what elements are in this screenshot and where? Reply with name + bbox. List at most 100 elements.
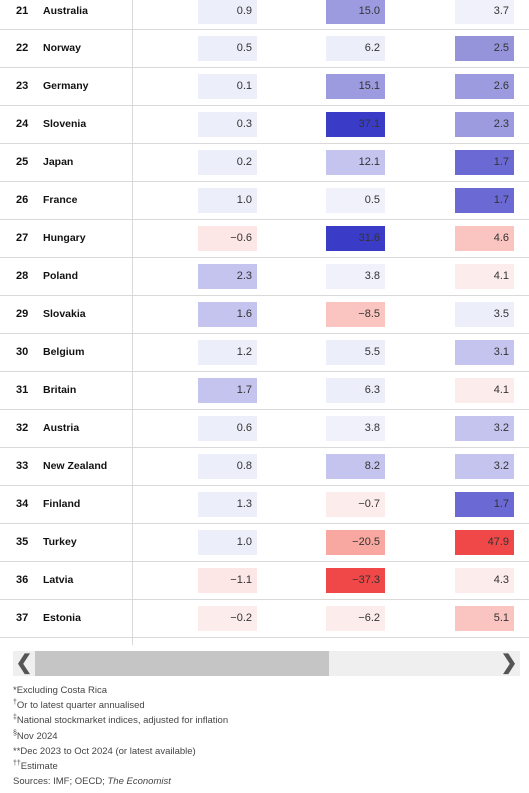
table-row: 28 Poland 2.3 3.8 4.1 bbox=[0, 258, 529, 296]
value-cell-3: 47.9 bbox=[455, 530, 514, 555]
country-name: Slovenia bbox=[43, 118, 87, 130]
country-name: Norway bbox=[43, 42, 81, 54]
value-cell-2: 12.1 bbox=[326, 150, 385, 175]
value-cell-3: 4.1 bbox=[455, 378, 514, 403]
value-cell-2: 5.5 bbox=[326, 340, 385, 365]
value-cell-3: 4.3 bbox=[455, 568, 514, 593]
country-name: Finland bbox=[43, 498, 81, 510]
value-cell-1: 0.3 bbox=[198, 112, 257, 137]
value-cell-3: 4.6 bbox=[455, 226, 514, 251]
country-name: Poland bbox=[43, 270, 79, 282]
table-row: 29 Slovakia 1.6 −8.5 3.5 bbox=[0, 296, 529, 334]
value-cell-1: 0.1 bbox=[198, 74, 257, 99]
rank-cell: 22 bbox=[16, 42, 29, 54]
value-cell-3: 3.1 bbox=[455, 340, 514, 365]
rank-cell: 29 bbox=[16, 308, 29, 320]
value-cell-1: 1.3 bbox=[198, 492, 257, 517]
table-row: 22 Norway 0.5 6.2 2.5 bbox=[0, 30, 529, 68]
value-cell-3: 1.7 bbox=[455, 188, 514, 213]
column-divider bbox=[132, 0, 133, 645]
value-cell-2: −0.7 bbox=[326, 492, 385, 517]
value-cell-3: 3.7 bbox=[455, 0, 514, 24]
table-row: 24 Slovenia 0.3 37.1 2.3 bbox=[0, 106, 529, 144]
value-cell-3: 1.7 bbox=[455, 150, 514, 175]
rank-cell: 36 bbox=[16, 574, 29, 586]
chevron-left-icon[interactable]: ❮ bbox=[15, 652, 33, 674]
country-name: Turkey bbox=[43, 536, 77, 548]
value-cell-3: 4.1 bbox=[455, 264, 514, 289]
country-name: Slovakia bbox=[43, 308, 86, 320]
table-row: 36 Latvia −1.1 −37.3 4.3 bbox=[0, 562, 529, 600]
rank-cell: 35 bbox=[16, 536, 29, 548]
scrollbar-thumb[interactable] bbox=[35, 651, 329, 676]
footnote: *Excluding Costa Rica bbox=[13, 685, 107, 696]
rank-cell: 34 bbox=[16, 498, 29, 510]
value-cell-2: 6.3 bbox=[326, 378, 385, 403]
value-cell-1: 0.5 bbox=[198, 36, 257, 61]
table-row: 30 Belgium 1.2 5.5 3.1 bbox=[0, 334, 529, 372]
footnote: †Or to latest quarter annualised bbox=[13, 699, 145, 712]
country-name: Austria bbox=[43, 422, 80, 434]
table-row: 32 Austria 0.6 3.8 3.2 bbox=[0, 410, 529, 448]
footnote: **Dec 2023 to Oct 2024 (or latest availa… bbox=[13, 745, 196, 757]
value-cell-2: −20.5 bbox=[326, 530, 385, 555]
country-name: Latvia bbox=[43, 574, 74, 586]
value-cell-2: −37.3 bbox=[326, 568, 385, 593]
rank-cell: 24 bbox=[16, 118, 29, 130]
rank-cell: 25 bbox=[16, 156, 29, 168]
value-cell-1: 0.6 bbox=[198, 416, 257, 441]
ranking-table: 21 Australia 0.9 15.0 3.7 22 Norway 0.5 6.2 2.5 23… bbox=[0, 0, 529, 638]
table-row: 31 Britain 1.7 6.3 4.1 bbox=[0, 372, 529, 410]
rank-cell: 30 bbox=[16, 346, 29, 358]
value-cell-2: 0.5 bbox=[326, 188, 385, 213]
value-cell-2: 37.1 bbox=[326, 112, 385, 137]
value-cell-3: 3.2 bbox=[455, 454, 514, 479]
value-cell-2: 3.8 bbox=[326, 264, 385, 289]
value-cell-1: 0.8 bbox=[198, 454, 257, 479]
rank-cell: 21 bbox=[16, 5, 29, 17]
country-name: New Zealand bbox=[43, 460, 108, 472]
rank-cell: 37 bbox=[16, 612, 29, 624]
rank-cell: 33 bbox=[16, 460, 29, 472]
value-cell-1: 1.2 bbox=[198, 340, 257, 365]
table-row: 35 Turkey 1.0 −20.5 47.9 bbox=[0, 524, 529, 562]
footnote: §Nov 2024 bbox=[13, 729, 58, 742]
value-cell-3: 3.2 bbox=[455, 416, 514, 441]
chevron-right-icon[interactable]: ❯ bbox=[500, 652, 518, 674]
country-name: Japan bbox=[43, 156, 74, 168]
table-row: 27 Hungary −0.6 31.6 4.6 bbox=[0, 220, 529, 258]
table-row: 23 Germany 0.1 15.1 2.6 bbox=[0, 68, 529, 106]
value-cell-3: 5.1 bbox=[455, 606, 514, 631]
value-cell-2: −8.5 bbox=[326, 302, 385, 327]
rank-cell: 26 bbox=[16, 194, 29, 206]
value-cell-2: 3.8 bbox=[326, 416, 385, 441]
value-cell-3: 3.5 bbox=[455, 302, 514, 327]
value-cell-2: 31.6 bbox=[326, 226, 385, 251]
value-cell-1: 1.6 bbox=[198, 302, 257, 327]
rank-cell: 23 bbox=[16, 80, 29, 92]
footnote: ††Estimate bbox=[13, 759, 58, 773]
table-row: 37 Estonia −0.2 −6.2 5.1 bbox=[0, 600, 529, 638]
rank-cell: 27 bbox=[16, 232, 29, 244]
value-cell-1: 0.9 bbox=[198, 0, 257, 24]
country-name: Britain bbox=[43, 384, 77, 396]
value-cell-2: 15.0 bbox=[326, 0, 385, 24]
horizontal-scrollbar[interactable]: ❮ ❯ bbox=[13, 651, 520, 676]
value-cell-3: 1.7 bbox=[455, 492, 514, 517]
rank-cell: 31 bbox=[16, 384, 29, 396]
value-cell-1: 1.7 bbox=[198, 378, 257, 403]
table-row: 33 New Zealand 0.8 8.2 3.2 bbox=[0, 448, 529, 486]
value-cell-1: −0.2 bbox=[198, 606, 257, 631]
value-cell-1: −0.6 bbox=[198, 226, 257, 251]
value-cell-2: −6.2 bbox=[326, 606, 385, 631]
value-cell-2: 6.2 bbox=[326, 36, 385, 61]
value-cell-1: −1.1 bbox=[198, 568, 257, 593]
country-name: France bbox=[43, 194, 78, 206]
rank-cell: 28 bbox=[16, 270, 29, 282]
footnote: ‡National stockmarket indices, adjusted … bbox=[13, 714, 229, 727]
country-name: Estonia bbox=[43, 612, 81, 624]
table-row: 25 Japan 0.2 12.1 1.7 bbox=[0, 144, 529, 182]
country-name: Germany bbox=[43, 80, 89, 92]
footnotes: *Excluding Costa Rica †Or to latest quar… bbox=[13, 683, 228, 789]
table-row: 26 France 1.0 0.5 1.7 bbox=[0, 182, 529, 220]
